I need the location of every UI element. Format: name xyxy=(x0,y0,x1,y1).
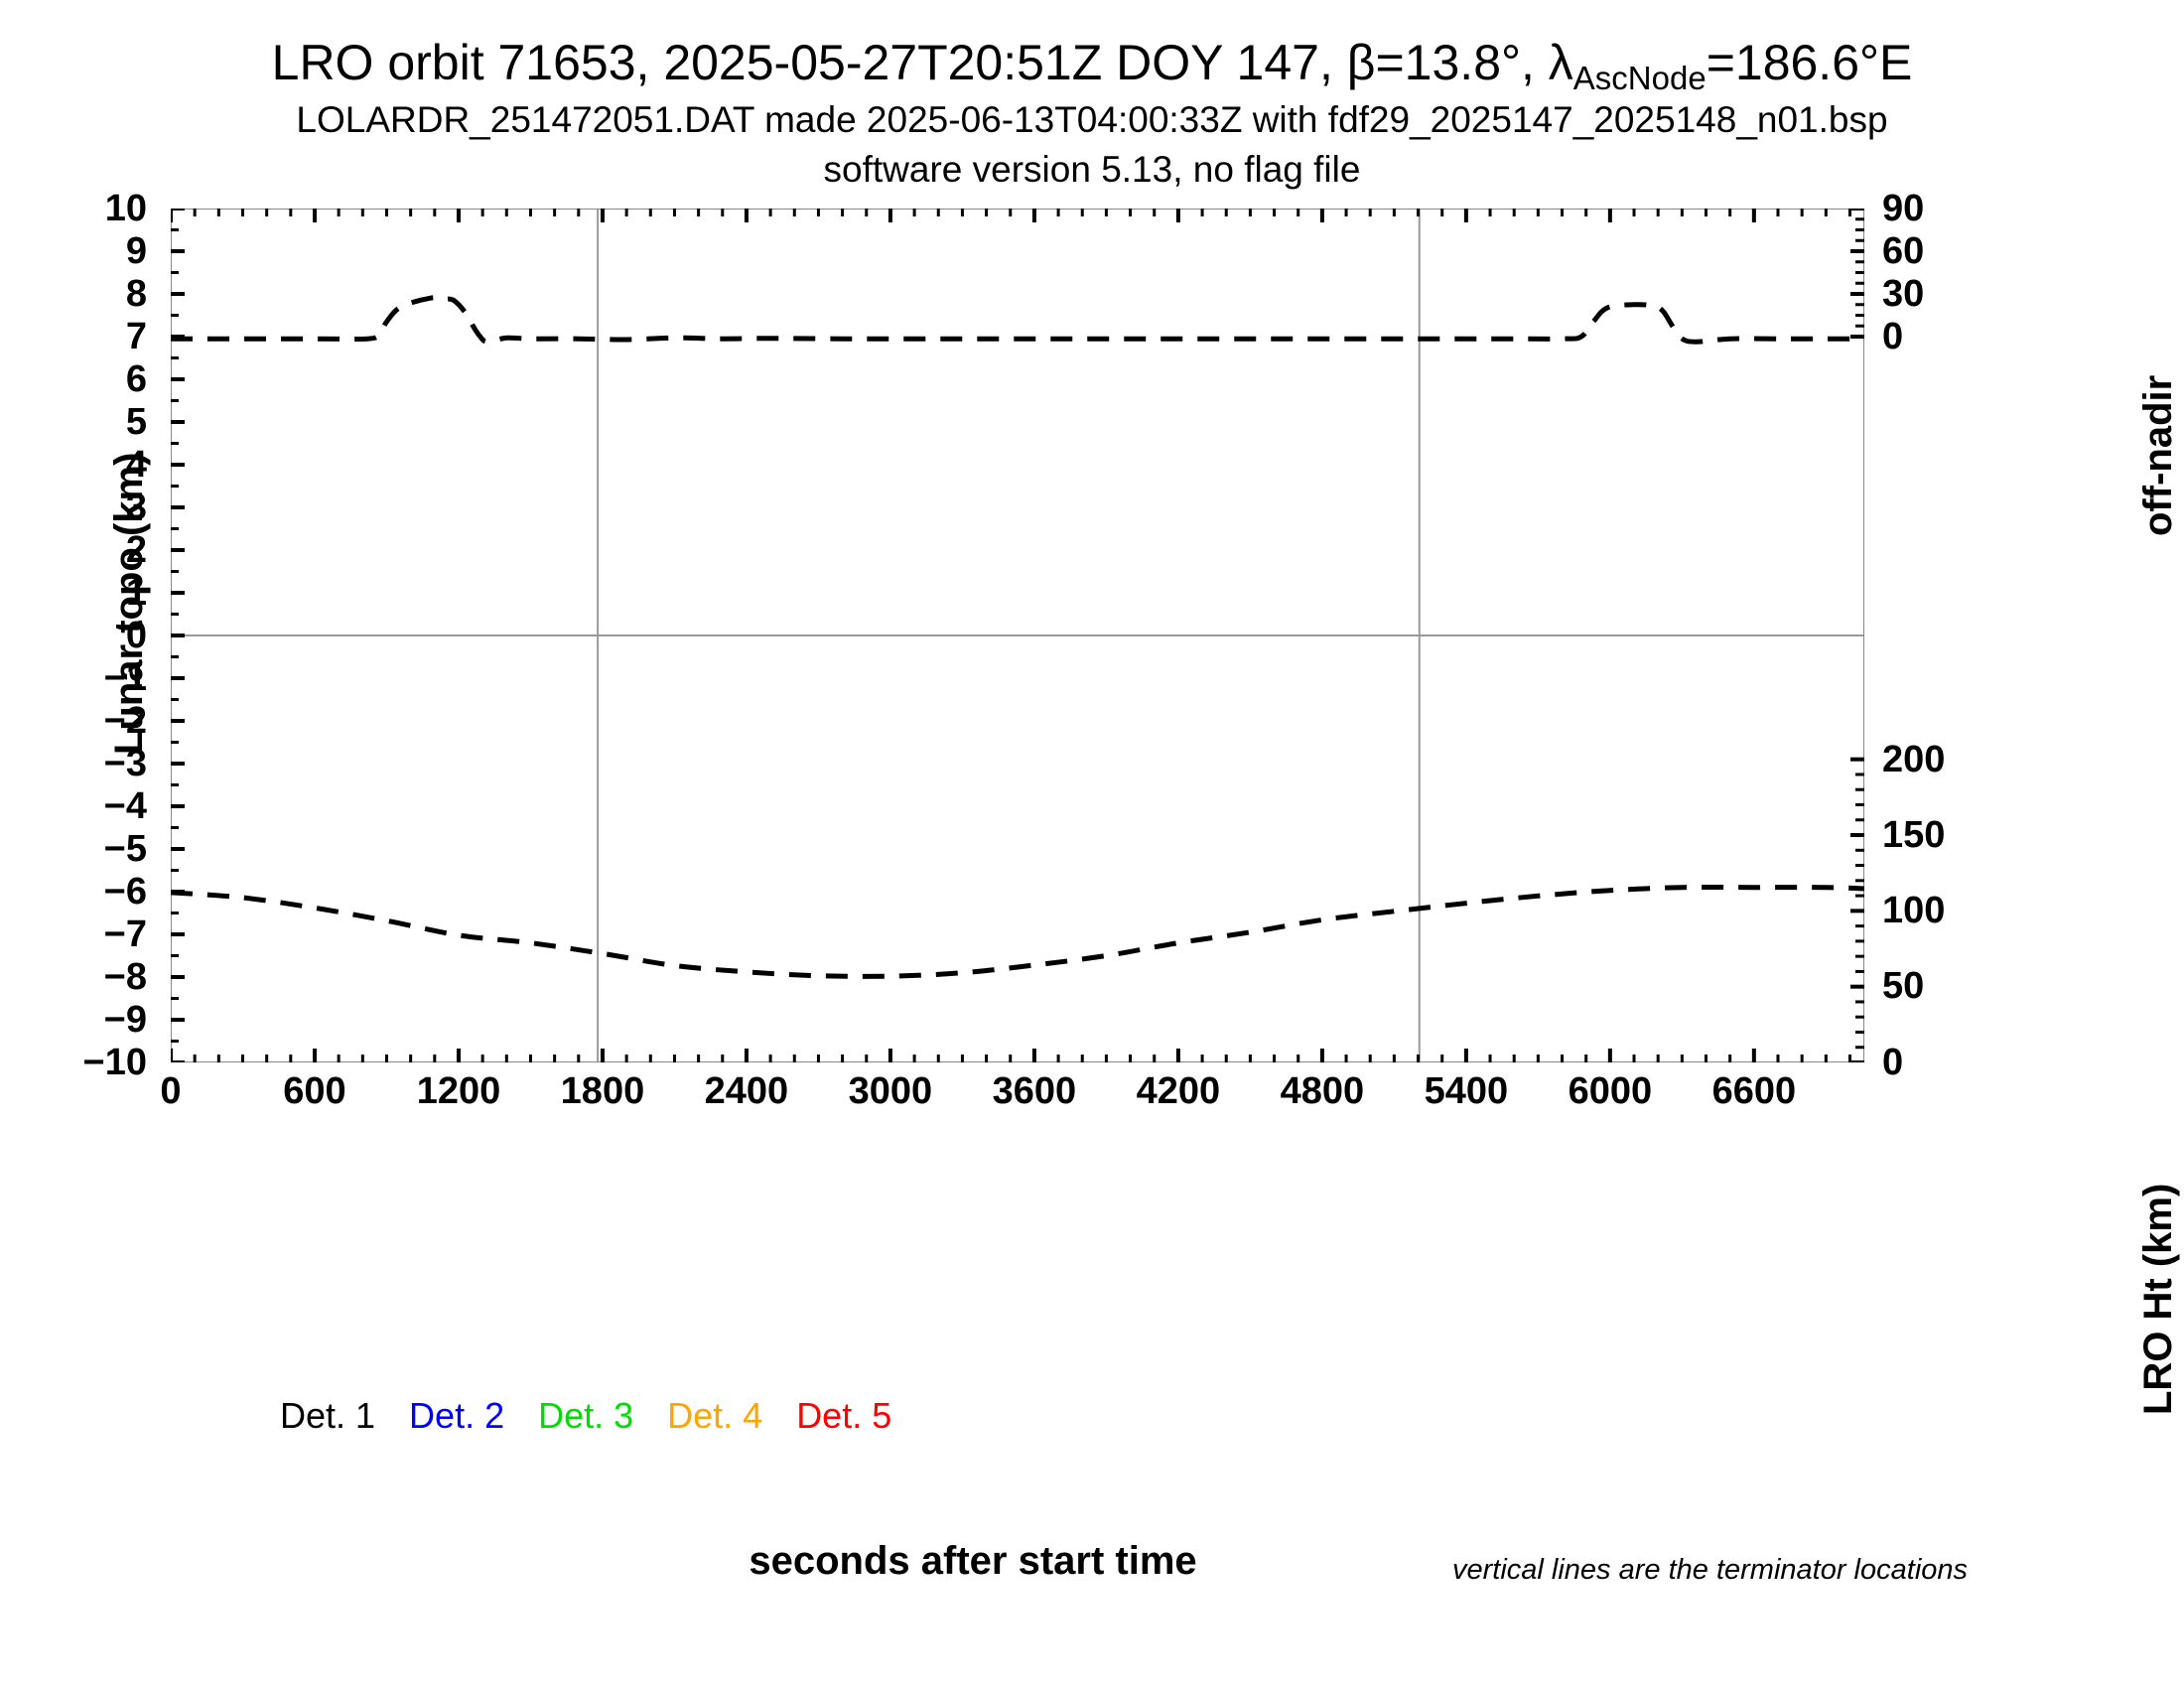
page-title-subscript: AscNode xyxy=(1572,59,1706,96)
lroht-axis-title: LRO Ht (km) xyxy=(2136,1183,2180,1415)
legend-item-det-4: Det. 4 xyxy=(667,1395,763,1436)
left-axis-tick-label: −8 xyxy=(103,956,147,998)
left-axis-tick-label: 8 xyxy=(125,273,147,315)
bottom-axis-tick-label: 3000 xyxy=(848,1070,933,1112)
left-axis-tick-label: −7 xyxy=(103,914,147,955)
subtitle-line-1: LOLARDR_251472051.DAT made 2025-06-13T04… xyxy=(296,99,1888,140)
offnadir-tick-label: 60 xyxy=(1882,230,1925,272)
bottom-axis-tick-label: 1200 xyxy=(416,1070,501,1112)
plot-svg xyxy=(171,209,1864,1062)
bottom-axis-tick-label: 3600 xyxy=(992,1070,1077,1112)
lroht-tick-label: 200 xyxy=(1882,738,1946,780)
page-title: LRO orbit 71653, 2025-05-27T20:51Z DOY 1… xyxy=(0,34,2184,97)
bottom-axis-tick-label: 2400 xyxy=(704,1070,789,1112)
legend: Det. 1 Det. 2 Det. 3 Det. 4 Det. 5 xyxy=(280,1395,925,1437)
left-axis-tick-label: 9 xyxy=(125,230,147,272)
plot-area xyxy=(171,209,1864,1062)
bottom-axis-tick-label: 6600 xyxy=(1711,1070,1797,1112)
bottom-axis-tick-label: 5400 xyxy=(1424,1070,1509,1112)
lroht-tick-label: 100 xyxy=(1882,890,1946,932)
bottom-axis-tick-label: 6000 xyxy=(1568,1070,1653,1112)
legend-item-det-3: Det. 3 xyxy=(538,1395,634,1436)
left-axis-title: Lunar topo (km) xyxy=(107,452,151,755)
offnadir-axis-title: off-nadir xyxy=(2136,374,2180,536)
lroht-tick-label: 0 xyxy=(1882,1042,1904,1083)
left-axis-tick-label: 7 xyxy=(125,316,147,357)
lroht-tick-label: 150 xyxy=(1882,813,1946,856)
bottom-axis-tick-label: 4800 xyxy=(1280,1070,1365,1112)
left-axis-tick-label: −4 xyxy=(103,785,147,827)
left-axis-tick-label: −10 xyxy=(82,1042,147,1083)
lroht-tick-label: 50 xyxy=(1882,965,1925,1008)
legend-item-det-5: Det. 5 xyxy=(796,1395,892,1436)
series-2-trace xyxy=(171,884,1864,979)
bottom-axis-title: seconds after start time xyxy=(749,1539,1197,1583)
bottom-axis-tick-label: 1800 xyxy=(560,1070,645,1112)
page-title-main: LRO orbit 71653, 2025-05-27T20:51Z DOY 1… xyxy=(271,35,1573,90)
left-axis-tick-label: −6 xyxy=(103,871,147,913)
left-axis-tick-label: 5 xyxy=(125,401,147,443)
left-axis-tick-label: 6 xyxy=(125,358,147,400)
offnadir-tick-label: 90 xyxy=(1882,188,1925,229)
offnadir-tick-label: 30 xyxy=(1882,273,1925,315)
bottom-axis-tick-label: 0 xyxy=(160,1070,182,1112)
bottom-axis-tick-label: 4200 xyxy=(1136,1070,1221,1112)
left-axis-tick-label: 10 xyxy=(104,188,147,229)
footnote: vertical lines are the terminator locati… xyxy=(1452,1554,1969,1586)
page-title-tail: =186.6°E xyxy=(1706,35,1913,90)
subtitle-line-2: software version 5.13, no flag file xyxy=(823,149,1361,190)
series-1-trace xyxy=(171,295,1864,345)
offnadir-tick-label: 0 xyxy=(1882,316,1904,357)
legend-item-det-1: Det. 1 xyxy=(280,1395,376,1436)
bottom-axis-tick-label: 600 xyxy=(283,1070,346,1112)
left-axis-tick-label: −9 xyxy=(103,999,147,1041)
legend-item-det-2: Det. 2 xyxy=(409,1395,505,1436)
left-axis-tick-label: −5 xyxy=(103,828,147,870)
